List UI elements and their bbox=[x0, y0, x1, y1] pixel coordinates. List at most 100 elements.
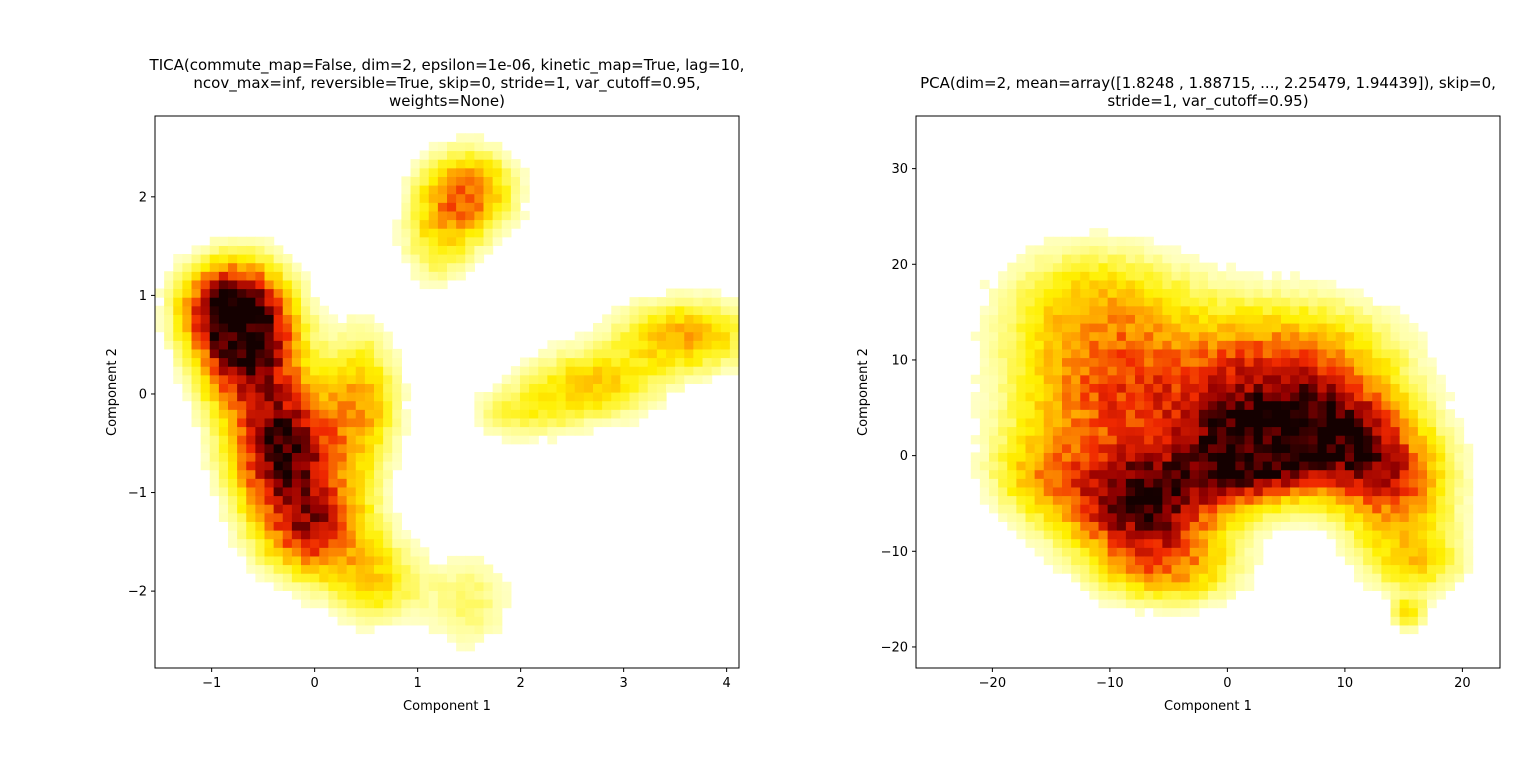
density-cell bbox=[1171, 297, 1182, 307]
density-cell bbox=[979, 461, 990, 471]
density-cell bbox=[1354, 331, 1364, 341]
density-cell bbox=[209, 340, 220, 350]
density-cell bbox=[1034, 486, 1045, 497]
density-cell bbox=[979, 323, 990, 333]
density-cell bbox=[1354, 297, 1364, 307]
density-cell bbox=[1135, 573, 1145, 583]
density-cell bbox=[1390, 469, 1401, 479]
density-cell bbox=[1454, 417, 1465, 428]
density-cell bbox=[565, 348, 576, 359]
density-cell bbox=[355, 478, 366, 488]
density-cell bbox=[1244, 288, 1255, 298]
density-cell bbox=[1034, 547, 1045, 557]
density-cell bbox=[1062, 461, 1072, 471]
density-cell bbox=[1226, 271, 1236, 281]
density-cell bbox=[998, 461, 1008, 471]
density-cell bbox=[1317, 279, 1328, 290]
density-cell bbox=[1007, 400, 1017, 410]
density-cell bbox=[1427, 521, 1437, 531]
density-cell bbox=[1399, 538, 1410, 548]
density-cell bbox=[620, 314, 631, 324]
density-cell bbox=[1052, 443, 1063, 453]
density-cell bbox=[310, 521, 320, 531]
density-cell bbox=[401, 383, 412, 393]
density-cell bbox=[273, 530, 284, 540]
density-cell bbox=[1290, 452, 1300, 462]
density-cell bbox=[1107, 461, 1118, 471]
density-cell bbox=[237, 478, 247, 488]
density-cell bbox=[209, 417, 220, 428]
density-cell bbox=[264, 236, 275, 246]
density-cell bbox=[574, 366, 585, 376]
density-cell bbox=[474, 599, 485, 609]
density-cell bbox=[998, 271, 1008, 281]
density-cell bbox=[218, 504, 229, 514]
density-cell bbox=[1408, 538, 1419, 548]
density-cell bbox=[1144, 340, 1154, 350]
density-cell bbox=[1116, 297, 1127, 307]
density-cell bbox=[1344, 486, 1355, 497]
density-cell bbox=[1399, 323, 1410, 333]
y-axis-label: Component 2 bbox=[105, 348, 120, 436]
density-cell bbox=[346, 504, 357, 514]
density-cell bbox=[1454, 478, 1465, 488]
density-cell bbox=[729, 305, 739, 315]
x-tick-label: 0 bbox=[311, 676, 319, 691]
density-cell bbox=[282, 435, 293, 445]
density-cell bbox=[1208, 409, 1218, 419]
density-cell bbox=[1116, 374, 1127, 384]
density-cell bbox=[1116, 417, 1127, 428]
density-cell bbox=[1354, 340, 1364, 350]
pca-panel: PCA(dim=2, mean=array([1.8248 , 1.88715,… bbox=[768, 0, 1536, 762]
density-cell bbox=[1089, 271, 1100, 281]
density-cell bbox=[447, 193, 457, 203]
density-cell bbox=[547, 348, 558, 359]
density-cell bbox=[611, 357, 621, 367]
density-cell bbox=[1344, 478, 1355, 488]
density-cell bbox=[428, 271, 439, 281]
density-cell bbox=[998, 357, 1008, 367]
density-cell bbox=[1281, 504, 1291, 514]
density-cell bbox=[1025, 443, 1036, 453]
density-cell bbox=[1144, 521, 1154, 531]
density-cell bbox=[1281, 461, 1291, 471]
density-cell bbox=[1089, 590, 1100, 600]
density-cell bbox=[337, 530, 348, 540]
density-cell bbox=[1153, 486, 1163, 497]
density-cell bbox=[1244, 504, 1255, 514]
density-cell bbox=[1116, 366, 1127, 376]
density-cell bbox=[419, 599, 430, 609]
density-cell bbox=[1098, 435, 1109, 445]
density-cell bbox=[228, 486, 238, 497]
density-cell bbox=[246, 374, 256, 384]
density-cell bbox=[1290, 331, 1300, 341]
density-cell bbox=[693, 314, 704, 324]
density-cell bbox=[1335, 538, 1346, 548]
density-cell bbox=[1399, 547, 1410, 557]
density-cell bbox=[346, 530, 357, 540]
density-cell bbox=[647, 374, 658, 384]
density-cell bbox=[1363, 323, 1373, 333]
density-cell bbox=[1417, 486, 1428, 497]
density-cell bbox=[1107, 392, 1118, 402]
density-cell bbox=[182, 305, 193, 315]
density-cell bbox=[209, 305, 220, 315]
density-cell bbox=[474, 219, 485, 229]
density-cell bbox=[538, 392, 548, 402]
density-cell bbox=[1335, 521, 1346, 531]
density-cell bbox=[556, 409, 567, 419]
density-cell bbox=[1372, 331, 1382, 341]
density-cell bbox=[246, 538, 256, 548]
density-cell bbox=[1281, 409, 1291, 419]
density-cell bbox=[1363, 297, 1373, 307]
density-cell bbox=[1427, 392, 1437, 402]
density-cell bbox=[1326, 486, 1337, 497]
density-cell bbox=[1217, 374, 1227, 384]
density-cell bbox=[1363, 392, 1373, 402]
density-cell bbox=[1399, 357, 1410, 367]
density-cell bbox=[629, 331, 640, 341]
density-cell bbox=[355, 357, 366, 367]
density-cell bbox=[1089, 305, 1100, 315]
density-cell bbox=[1162, 392, 1173, 402]
density-cell bbox=[428, 616, 439, 626]
